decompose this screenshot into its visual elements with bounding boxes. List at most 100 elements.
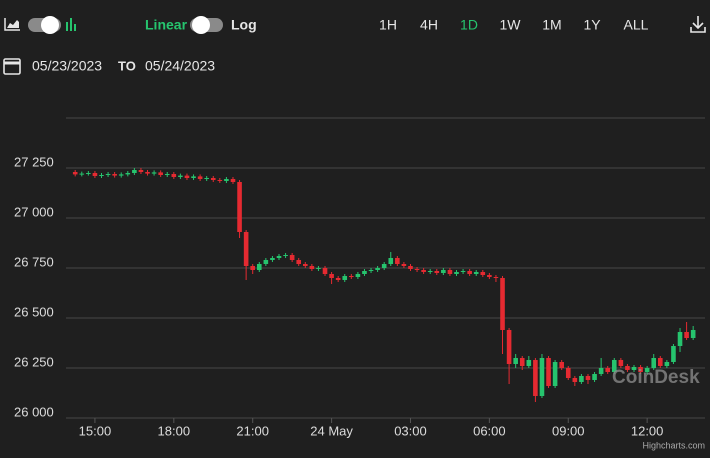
range-button[interactable]: 1Y: [583, 17, 601, 33]
candle-body: [112, 174, 117, 176]
candle-body: [178, 175, 183, 177]
candle-body: [191, 176, 196, 178]
candle-body: [467, 271, 472, 274]
candle-body: [283, 255, 288, 256]
y-tick-label: 26 500: [14, 304, 54, 319]
candle-body: [414, 269, 420, 270]
x-tick-label: 03:00: [394, 423, 427, 438]
candle-body: [263, 260, 269, 264]
candle-body: [401, 264, 407, 266]
credit: Highcharts.com: [642, 440, 705, 450]
candle-body: [125, 173, 131, 175]
x-tick-label: 18:00: [158, 423, 191, 438]
candle-body: [92, 173, 98, 176]
candle-body: [657, 358, 663, 366]
candle-body: [408, 266, 413, 269]
candle-body: [631, 367, 637, 370]
candle-body: [296, 260, 302, 264]
candle-body: [526, 360, 532, 366]
range-button[interactable]: 1M: [542, 17, 561, 33]
x-tick-label: 21:00: [236, 423, 269, 438]
candle-body: [677, 332, 683, 346]
scale-toggle[interactable]: [190, 16, 223, 34]
candle-body: [99, 175, 104, 176]
candle-body: [500, 278, 505, 330]
candle-body: [533, 360, 538, 396]
candle-body: [355, 274, 361, 277]
date-separator: TO: [118, 58, 136, 73]
scale-log[interactable]: Log: [231, 17, 257, 33]
candle-body: [651, 358, 657, 368]
candle-body: [546, 358, 551, 386]
candle-body: [441, 270, 446, 273]
candle-body: [210, 178, 216, 180]
candle-body: [237, 182, 242, 232]
candle-body: [644, 368, 650, 372]
candle-body: [690, 330, 696, 338]
candle-body: [434, 271, 440, 273]
candle-body: [276, 256, 282, 258]
candle-body: [151, 172, 157, 174]
calendar-icon[interactable]: [3, 58, 21, 75]
range-button[interactable]: 1W: [500, 17, 522, 33]
candle-body: [316, 268, 321, 269]
candle-body: [618, 360, 624, 366]
candle-body: [322, 268, 328, 274]
x-tick-label: 15:00: [79, 423, 112, 438]
range-button[interactable]: 4H: [420, 17, 438, 33]
candle-body: [559, 362, 564, 368]
range-button[interactable]: 1D: [460, 17, 478, 33]
candle-body: [217, 180, 223, 181]
download-icon[interactable]: [690, 16, 706, 33]
date-to[interactable]: 05/24/2023: [145, 58, 215, 74]
candle-body: [204, 178, 209, 179]
candle-body: [329, 274, 334, 278]
candle-body: [381, 264, 387, 268]
x-tick-label: 12:00: [631, 423, 664, 438]
candle-body: [250, 266, 256, 270]
area-chart-icon[interactable]: [4, 18, 20, 31]
candle-body: [72, 172, 78, 175]
candle-body: [605, 368, 611, 372]
chart-type-toggle[interactable]: [28, 16, 61, 34]
candle-body: [565, 368, 571, 378]
range-button[interactable]: ALL: [624, 17, 649, 33]
candle-body: [421, 270, 426, 272]
candle-body: [335, 278, 341, 280]
candle-body: [184, 175, 190, 178]
candle-body: [480, 272, 486, 275]
candle-body: [158, 172, 163, 175]
range-button[interactable]: 1H: [379, 17, 397, 33]
candle-body: [552, 362, 558, 386]
candle-body: [342, 276, 348, 280]
candle-body: [105, 174, 111, 175]
candle-body: [684, 332, 689, 338]
candle-body: [579, 376, 584, 382]
y-tick-label: 26 750: [14, 254, 54, 269]
candle-body: [487, 275, 492, 277]
candle-body: [539, 358, 545, 396]
candle-body: [585, 376, 591, 380]
candle-body: [302, 264, 308, 266]
candle-body: [270, 258, 275, 260]
candle-body: [427, 271, 433, 272]
date-from[interactable]: 05/23/2023: [32, 58, 102, 74]
candle-body: [519, 358, 525, 366]
y-tick-label: 27 000: [14, 204, 54, 219]
candle-body: [145, 172, 150, 174]
candle-body: [164, 174, 170, 175]
candle-body: [256, 264, 262, 270]
candle-body: [395, 258, 400, 264]
candle-body: [388, 258, 394, 264]
scale-linear[interactable]: Linear: [145, 17, 188, 33]
candle-body: [454, 272, 459, 274]
y-tick-label: 27 250: [14, 154, 54, 169]
candle-body: [230, 179, 236, 182]
candle-chart-icon[interactable]: [66, 18, 76, 31]
y-tick-label: 26 000: [14, 404, 54, 419]
candle-body: [598, 368, 604, 374]
candle-body: [368, 270, 374, 271]
